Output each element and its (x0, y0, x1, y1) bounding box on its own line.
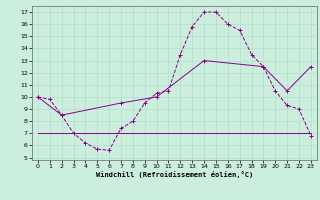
X-axis label: Windchill (Refroidissement éolien,°C): Windchill (Refroidissement éolien,°C) (96, 171, 253, 178)
